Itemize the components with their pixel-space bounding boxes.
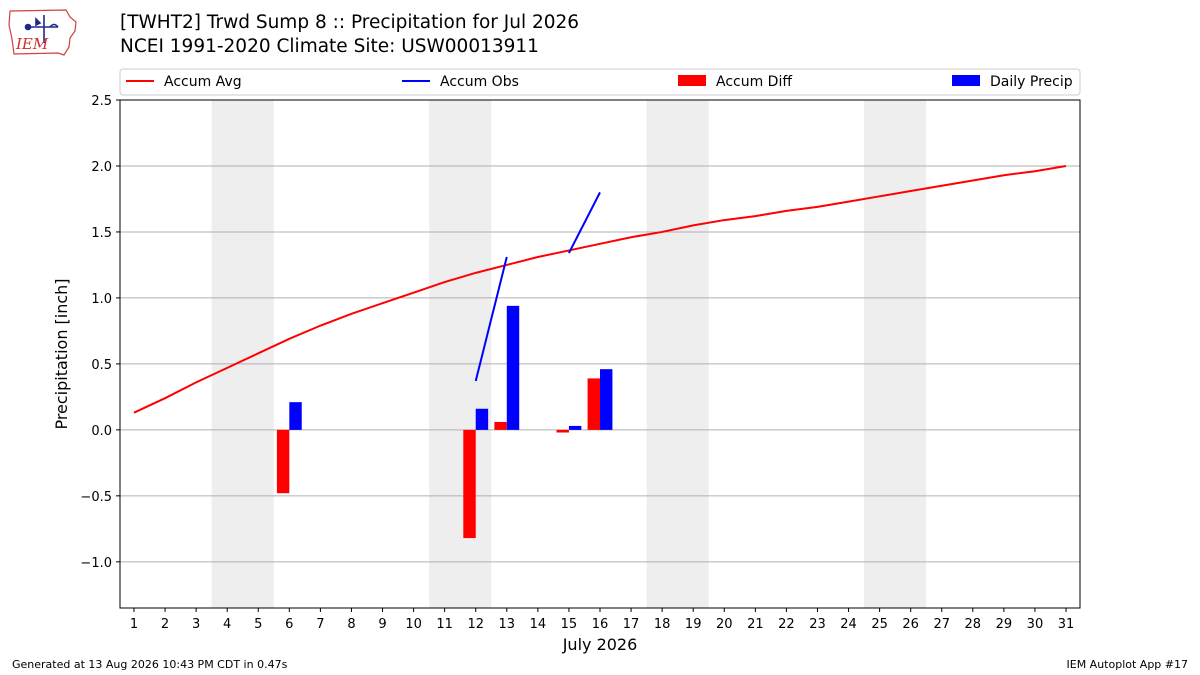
accum-diff-bar — [494, 421, 507, 430]
x-tick-label: 4 — [223, 617, 231, 632]
x-tick-label: 22 — [778, 617, 795, 632]
daily-precip-bar — [600, 369, 613, 430]
x-tick-label: 9 — [378, 617, 386, 632]
daily-precip-bar — [568, 425, 582, 430]
x-tick-label: 15 — [561, 617, 578, 632]
x-tick-label: 26 — [902, 617, 919, 632]
y-tick-label: 2.0 — [91, 160, 112, 175]
x-tick-label: 17 — [623, 617, 640, 632]
legend: Accum Avg Accum Obs Accum Diff Daily Pre… — [119, 68, 1081, 96]
x-tick-label: 6 — [285, 617, 293, 632]
weekend-shade — [429, 100, 492, 608]
x-tick-label: 25 — [871, 617, 888, 632]
legend-swatch-accum-diff — [678, 75, 706, 86]
legend-label-daily-precip: Daily Precip — [990, 74, 1073, 90]
x-tick-label: 23 — [809, 617, 826, 632]
accum-diff-bar — [587, 378, 600, 430]
x-tick-label: 27 — [933, 617, 950, 632]
x-tick-label: 8 — [347, 617, 355, 632]
accum-diff-bar — [463, 429, 476, 539]
x-tick-label: 30 — [1027, 617, 1044, 632]
accum-obs-line — [568, 191, 601, 254]
x-axis-label: July 2026 — [562, 635, 638, 654]
legend-label-accum-obs: Accum Obs — [440, 74, 519, 90]
accum-obs-line — [474, 256, 508, 382]
x-tick-label: 10 — [405, 617, 422, 632]
x-tick-label: 2 — [161, 617, 169, 632]
accum-avg-line — [133, 164, 1067, 414]
y-tick-label: 2.5 — [91, 94, 112, 109]
x-tick-label: 21 — [747, 617, 764, 632]
weekend-shade — [646, 100, 709, 608]
logo-text: IEM — [15, 35, 49, 53]
x-tick-label: 29 — [996, 617, 1013, 632]
x-tick-label: 1 — [130, 617, 138, 632]
daily-precip-bar — [475, 408, 489, 430]
y-tick-label: 1.5 — [91, 226, 112, 241]
x-tick-label: 14 — [530, 617, 547, 632]
x-tick-label: 13 — [499, 617, 516, 632]
chart-title: [TWHT2] Trwd Sump 8 :: Precipitation for… — [120, 12, 580, 33]
weekend-shade — [864, 100, 927, 608]
y-axis-label: Precipitation [inch] — [52, 278, 71, 429]
y-tick-label: −1.0 — [80, 556, 112, 571]
x-tick-label: 19 — [685, 617, 702, 632]
accum-diff-bar — [276, 429, 290, 494]
x-tick-label: 28 — [965, 617, 982, 632]
legend-swatch-daily-precip — [952, 75, 980, 86]
x-tick-label: 20 — [716, 617, 733, 632]
x-tick-label: 11 — [436, 617, 453, 632]
y-tick-label: 0.0 — [91, 424, 112, 439]
chart-subtitle: NCEI 1991-2020 Climate Site: USW00013911 — [120, 36, 539, 57]
x-tick-label: 7 — [316, 617, 324, 632]
y-tick-label: −0.5 — [80, 490, 112, 505]
x-tick-label: 12 — [467, 617, 484, 632]
footer-app-text: IEM Autoplot App #17 — [1066, 658, 1189, 671]
legend-label-accum-avg: Accum Avg — [164, 74, 242, 90]
y-tick-label: 1.0 — [91, 292, 112, 307]
x-tick-label: 24 — [840, 617, 857, 632]
legend-label-accum-diff: Accum Diff — [716, 74, 792, 90]
iowa-outline-icon — [8, 9, 77, 56]
daily-precip-bar — [506, 305, 520, 430]
x-tick-label: 31 — [1058, 617, 1075, 632]
iem-logo: IEM — [8, 9, 77, 56]
daily-precip-bar — [289, 402, 302, 430]
x-tick-label: 16 — [592, 617, 609, 632]
x-tick-label: 5 — [254, 617, 262, 632]
footer-generated-text: Generated at 13 Aug 2026 10:43 PM CDT in… — [12, 658, 288, 671]
x-tick-label: 18 — [654, 617, 671, 632]
weekend-shade — [211, 100, 274, 608]
x-tick-label: 3 — [192, 617, 200, 632]
accum-diff-bar — [556, 429, 569, 433]
weather-station-icon — [24, 15, 59, 43]
y-tick-label: 0.5 — [91, 358, 112, 373]
